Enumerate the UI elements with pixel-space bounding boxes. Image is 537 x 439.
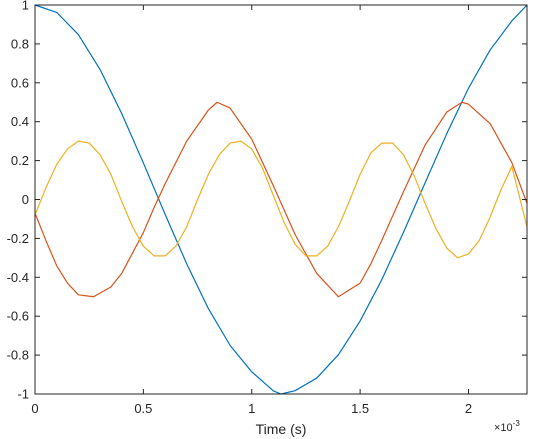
y-tick-label: 0.8 bbox=[11, 36, 29, 51]
x-tick-label: 1 bbox=[248, 401, 255, 416]
x-exponent-base: ×10 bbox=[494, 422, 513, 434]
series-line-3 bbox=[34, 140, 528, 259]
y-tick-label: -0.8 bbox=[7, 348, 29, 363]
x-tick-label: 2 bbox=[465, 401, 472, 416]
y-tick-label: -0.4 bbox=[7, 270, 29, 285]
plot-area bbox=[35, 5, 527, 394]
x-tick-label: 1.5 bbox=[351, 401, 369, 416]
y-tick-label: 0.4 bbox=[11, 114, 29, 129]
y-tick-label: -0.2 bbox=[7, 231, 29, 246]
series-line-2 bbox=[34, 101, 528, 298]
y-tick-label: -0.6 bbox=[7, 309, 29, 324]
tick-layer: 0 0.5 1 1.5 2 -1 -0.8 -0.6 -0.4 -0.2 0 0.2 0.4 0.6 0.8… bbox=[7, 0, 527, 416]
y-tick-label: 0 bbox=[22, 192, 29, 207]
y-tick-label: 0.6 bbox=[11, 75, 29, 90]
y-tick-label: 0.2 bbox=[11, 153, 29, 168]
x-tick-label: 0.5 bbox=[134, 401, 152, 416]
x-exponent-power: -3 bbox=[513, 419, 521, 428]
y-tick-label: 1 bbox=[22, 0, 29, 13]
x-axis-label: Time (s) bbox=[256, 421, 307, 437]
x-exponent-label: ×10-3 bbox=[494, 419, 520, 434]
x-tick-label: 0 bbox=[31, 401, 38, 416]
y-tick-label: -1 bbox=[17, 387, 29, 402]
